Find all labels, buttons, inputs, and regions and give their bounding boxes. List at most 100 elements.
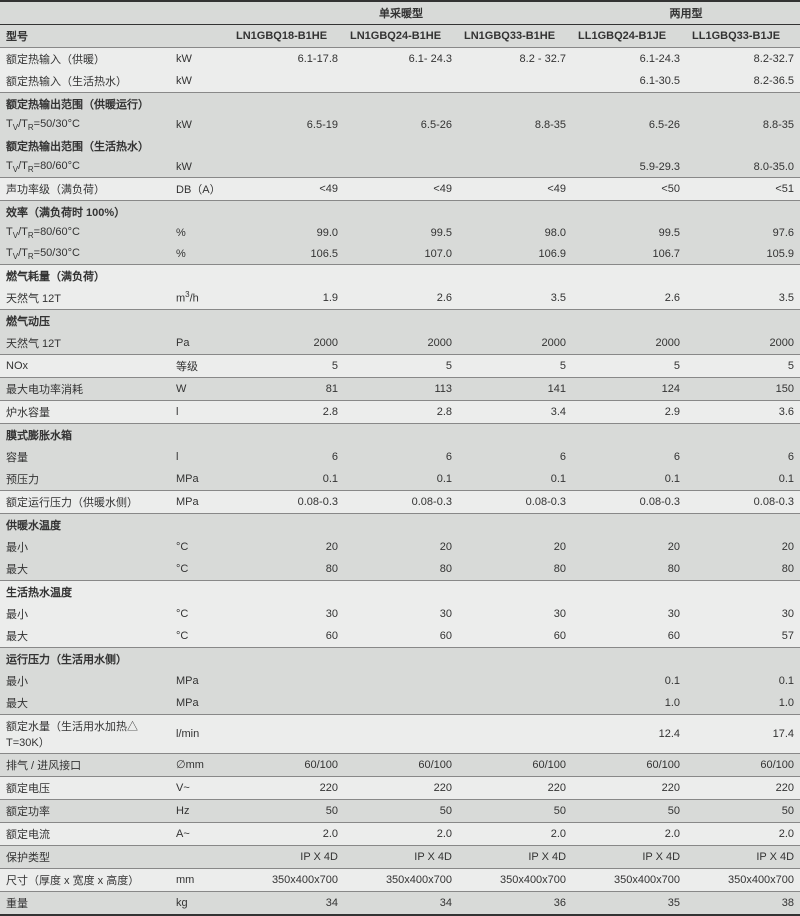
cell: 60 (458, 625, 572, 648)
row-label: 效率（满负荷时 100%） (0, 201, 170, 224)
cell: 60 (230, 625, 344, 648)
cell (458, 714, 572, 753)
cell: 350x400x700 (686, 868, 800, 891)
table-row: 最小°C2020202020 (0, 536, 800, 558)
row-unit: V~ (170, 776, 230, 799)
table-row: 重量kg3434363538 (0, 891, 800, 915)
cell: IP X 4D (686, 845, 800, 868)
row-unit: W (170, 377, 230, 400)
cell: 150 (686, 377, 800, 400)
table-row: 额定热输出范围（生活热水） (0, 135, 800, 157)
cell: 34 (230, 891, 344, 915)
cell (344, 309, 458, 332)
cell (686, 201, 800, 224)
cell: 2.0 (686, 822, 800, 845)
row-unit: l/min (170, 714, 230, 753)
table-row: TV/TR=80/60°CkW5.9-29.38.0-35.0 (0, 157, 800, 178)
cell: IP X 4D (344, 845, 458, 868)
row-label: 尺寸（厚度 x 宽度 x 高度） (0, 868, 170, 891)
row-label: TV/TR=50/30°C (0, 115, 170, 135)
cell: 98.0 (458, 223, 572, 243)
table-row: 额定热输入（供暖）kW6.1-17.86.1- 24.38.2 - 32.76.… (0, 48, 800, 71)
cell (686, 135, 800, 157)
table-row: 声功率级（满负荷）DB（A）<49<49<49<50<51 (0, 178, 800, 201)
cell (458, 670, 572, 692)
row-label: 最小 (0, 536, 170, 558)
table-row: 额定电流A~2.02.02.02.02.0 (0, 822, 800, 845)
cell (344, 423, 458, 446)
row-label: 保护类型 (0, 845, 170, 868)
cell: 30 (572, 603, 686, 625)
cell: 220 (686, 776, 800, 799)
cell: 3.5 (686, 287, 800, 310)
row-label: 燃气耗量（满负荷） (0, 264, 170, 287)
cell (572, 264, 686, 287)
cell: 2.8 (230, 400, 344, 423)
row-unit: kg (170, 891, 230, 915)
row-unit: mm (170, 868, 230, 891)
row-label: 额定电流 (0, 822, 170, 845)
cell: <49 (230, 178, 344, 201)
group-header-row: 单采暖型 两用型 (0, 1, 800, 25)
row-label: 额定水量（生活用水加热△ T=30K） (0, 714, 170, 753)
row-label: 供暖水温度 (0, 513, 170, 536)
cell: 8.8-35 (686, 115, 800, 135)
row-label: 额定功率 (0, 799, 170, 822)
cell (686, 513, 800, 536)
cell: 12.4 (572, 714, 686, 753)
cell: IP X 4D (230, 845, 344, 868)
model-1: LN1GBQ24-B1HE (344, 25, 458, 48)
cell: 8.2 - 32.7 (458, 48, 572, 71)
row-unit: °C (170, 625, 230, 648)
row-label: 最小 (0, 603, 170, 625)
cell (344, 264, 458, 287)
row-label: 额定热输出范围（供暖运行） (0, 93, 170, 116)
cell: 0.1 (458, 468, 572, 491)
cell: 50 (230, 799, 344, 822)
row-label: 预压力 (0, 468, 170, 491)
row-unit: m3/h (170, 287, 230, 310)
cell (458, 157, 572, 178)
model-2: LN1GBQ33-B1HE (458, 25, 572, 48)
cell: 106.7 (572, 244, 686, 265)
cell (230, 309, 344, 332)
cell: 0.08-0.3 (344, 490, 458, 513)
cell: <51 (686, 178, 800, 201)
cell: 80 (686, 558, 800, 581)
cell: 3.4 (458, 400, 572, 423)
row-label: 额定电压 (0, 776, 170, 799)
cell (572, 93, 686, 116)
cell: 0.08-0.3 (458, 490, 572, 513)
table-row: 额定电压V~220220220220220 (0, 776, 800, 799)
cell: 3.5 (458, 287, 572, 310)
group-header-blank (0, 1, 230, 25)
row-label: TV/TR=80/60°C (0, 157, 170, 178)
row-label: 炉水容量 (0, 400, 170, 423)
cell (344, 157, 458, 178)
cell (458, 264, 572, 287)
row-label: 额定热输入（生活热水） (0, 70, 170, 93)
cell (344, 580, 458, 603)
row-unit: l (170, 446, 230, 468)
cell (686, 93, 800, 116)
cell: 106.9 (458, 244, 572, 265)
row-unit: 等级 (170, 354, 230, 377)
cell: 30 (344, 603, 458, 625)
row-unit: MPa (170, 490, 230, 513)
cell: 6 (230, 446, 344, 468)
cell (686, 423, 800, 446)
table-row: 最小MPa0.10.1 (0, 670, 800, 692)
cell (230, 201, 344, 224)
cell: 6.1-24.3 (572, 48, 686, 71)
row-label: 声功率级（满负荷） (0, 178, 170, 201)
table-row: 额定功率Hz5050505050 (0, 799, 800, 822)
row-unit: ∅mm (170, 753, 230, 776)
cell: 36 (458, 891, 572, 915)
row-label: 生活热水温度 (0, 580, 170, 603)
cell: 80 (344, 558, 458, 581)
table-row: 排气 / 进风接口∅mm60/10060/10060/10060/10060/1… (0, 753, 800, 776)
table-row: 膜式膨胀水箱 (0, 423, 800, 446)
cell: 6 (572, 446, 686, 468)
cell: 80 (572, 558, 686, 581)
table-row: 燃气动压 (0, 309, 800, 332)
